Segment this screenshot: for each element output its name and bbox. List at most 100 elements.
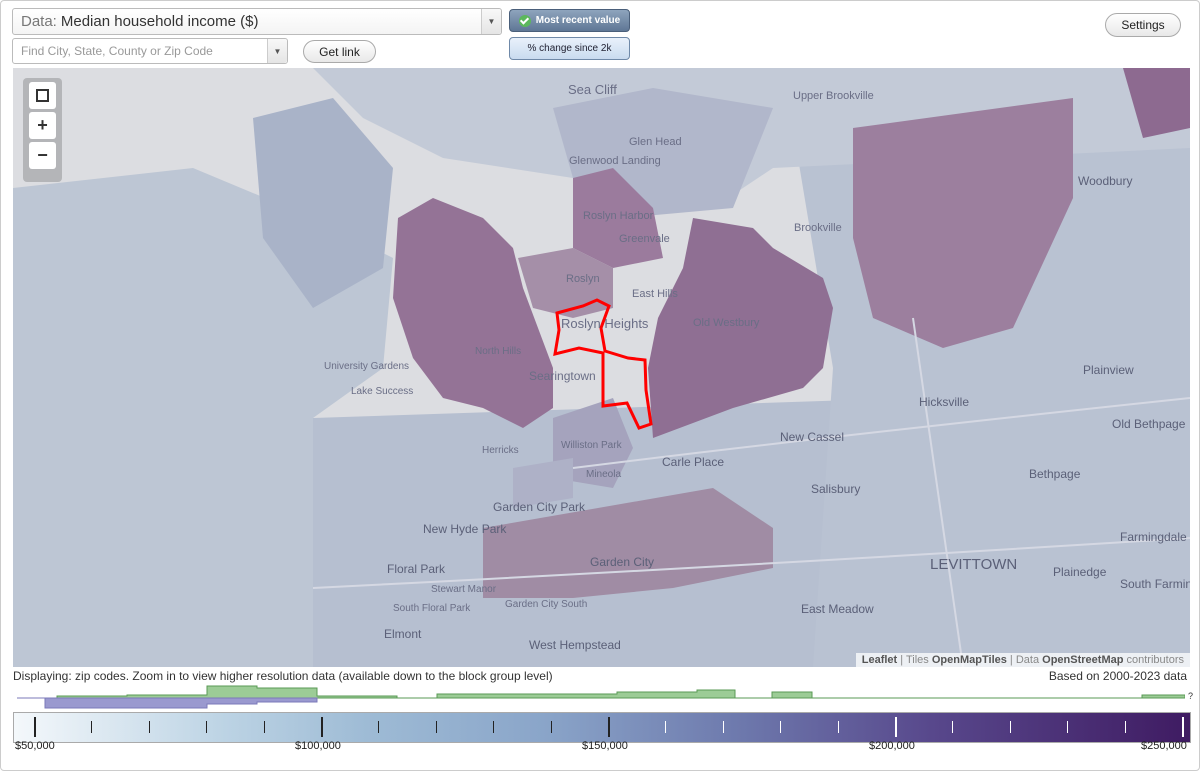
map-label: South Floral Park: [393, 603, 471, 614]
location-search[interactable]: ▼: [12, 38, 288, 64]
legend-minor-tick: [665, 721, 667, 733]
region-roslyn-harbor: [573, 168, 663, 268]
get-link-button[interactable]: Get link: [303, 40, 376, 63]
region-northwest: [253, 98, 393, 308]
map-label: Greenvale: [619, 233, 670, 245]
data-years: Based on 2000-2023 data: [1048, 669, 1187, 683]
map-label: Glenwood Landing: [569, 155, 661, 167]
legend-minor-tick: [91, 721, 93, 733]
map-label: LEVITTOWN: [930, 556, 1018, 573]
map-label: East Meadow: [801, 602, 874, 616]
legend-major-tick: [34, 717, 36, 737]
attribution-tiles-prefix: Tiles: [905, 654, 929, 666]
map-label: University Gardens: [324, 361, 410, 372]
map-label: Glen Head: [629, 136, 682, 148]
region-garden-city: [483, 488, 773, 598]
search-input[interactable]: [21, 44, 261, 58]
search-dropdown-icon[interactable]: ▼: [267, 39, 287, 63]
map-label: Garden City South: [505, 599, 588, 610]
region-brookville: [853, 98, 1073, 348]
map-label: Plainedge: [1053, 565, 1107, 579]
map-label: Carle Place: [662, 455, 725, 469]
most-recent-label: Most recent value: [535, 15, 621, 26]
data-variable-select[interactable]: Data: Median household income ($) ▼: [12, 8, 502, 35]
map-label: Old Bethpage: [1112, 417, 1186, 431]
map-label: Salisbury: [811, 482, 861, 496]
legend-minor-tick: [148, 721, 150, 733]
map-label: Garden City Park: [493, 500, 586, 514]
map-zoom-control: + −: [23, 78, 62, 182]
leaflet-link[interactable]: Leaflet: [861, 654, 898, 666]
map-label: Plainview: [1083, 363, 1134, 377]
most-recent-value-toggle[interactable]: Most recent value: [509, 9, 630, 32]
chevron-down-icon[interactable]: ▼: [481, 9, 501, 34]
legend-label: $200,000: [869, 740, 915, 752]
openstreetmap-link[interactable]: OpenStreetMap: [1042, 654, 1124, 666]
map-label: Williston Park: [561, 440, 622, 451]
region-west: [13, 168, 393, 667]
map-label: Sea Cliff: [568, 82, 617, 97]
map-label: Bethpage: [1029, 467, 1081, 481]
attribution-data-prefix: Data: [1015, 654, 1040, 666]
region-north-hills: [393, 198, 553, 428]
legend-major-tick: [321, 717, 323, 737]
choropleth-map[interactable]: + − Sea Cliff Glen Head Glenwood Landing…: [13, 68, 1190, 667]
map-label: North Hills: [475, 346, 522, 357]
map-label: Searingtown: [529, 369, 596, 383]
check-icon: [518, 14, 531, 27]
zoom-out-button[interactable]: −: [29, 142, 56, 169]
map-label: Lake Success: [351, 386, 414, 397]
map-label: South Farmingdale: [1120, 577, 1190, 591]
fullscreen-button[interactable]: [29, 82, 56, 109]
region-williston-park: [513, 458, 573, 508]
region-old-westbury: [648, 218, 833, 438]
legend-minor-tick: [206, 721, 208, 733]
map-regions[interactable]: [13, 68, 1190, 667]
legend-minor-tick: [263, 721, 265, 733]
value-histogram: [17, 685, 1185, 709]
map-label: Roslyn Harbor: [583, 210, 654, 222]
zoom-in-button[interactable]: +: [29, 112, 56, 139]
map-label: Floral Park: [387, 562, 446, 576]
openmaptiles-link[interactable]: OpenMapTiles: [931, 654, 1007, 666]
map-label: Garden City: [590, 555, 655, 569]
legend-minor-tick: [722, 721, 724, 733]
histogram-unknown-marker: ?: [1188, 691, 1194, 701]
map-label: Roslyn Heights: [561, 316, 649, 331]
map-attribution: Leaflet | Tiles OpenMapTiles | Data Open…: [855, 653, 1190, 667]
legend-minor-tick: [1009, 721, 1011, 733]
legend-label: $250,000: [1141, 740, 1187, 752]
map-label: Mineola: [586, 469, 622, 480]
map-label: Farmingdale: [1120, 530, 1187, 544]
map-label: Elmont: [384, 627, 422, 641]
legend-minor-tick: [493, 721, 495, 733]
percent-change-toggle[interactable]: % change since 2k: [509, 37, 630, 60]
selected-zip-boundary: [553, 298, 653, 430]
legend-minor-tick: [435, 721, 437, 733]
legend-label: $150,000: [582, 740, 628, 752]
fullscreen-icon: [36, 89, 49, 102]
map-label: Herricks: [482, 445, 519, 456]
legend-minor-tick: [378, 721, 380, 733]
settings-button[interactable]: Settings: [1105, 13, 1181, 37]
map-label: East Hills: [632, 288, 678, 300]
data-select-value: Median household income ($): [60, 13, 259, 30]
map-label: Roslyn: [566, 273, 600, 285]
map-label: West Hempstead: [529, 638, 621, 652]
color-legend: [13, 712, 1191, 743]
attribution-suffix: contributors: [1126, 654, 1184, 666]
legend-minor-tick: [1124, 721, 1126, 733]
percent-change-label: % change since 2k: [527, 43, 612, 54]
map-label: Brookville: [794, 222, 842, 234]
legend-major-tick: [608, 717, 610, 737]
data-select-prefix: Data:: [21, 13, 57, 30]
legend-minor-tick: [550, 721, 552, 733]
legend-label: $50,000: [15, 740, 55, 752]
map-label: Woodbury: [1078, 174, 1133, 188]
legend-label: $100,000: [295, 740, 341, 752]
legend-minor-tick: [952, 721, 954, 733]
legend-major-tick: [895, 717, 897, 737]
legend-major-tick: [1182, 717, 1184, 737]
display-status: Displaying: zip codes. Zoom in to view h…: [13, 669, 553, 683]
